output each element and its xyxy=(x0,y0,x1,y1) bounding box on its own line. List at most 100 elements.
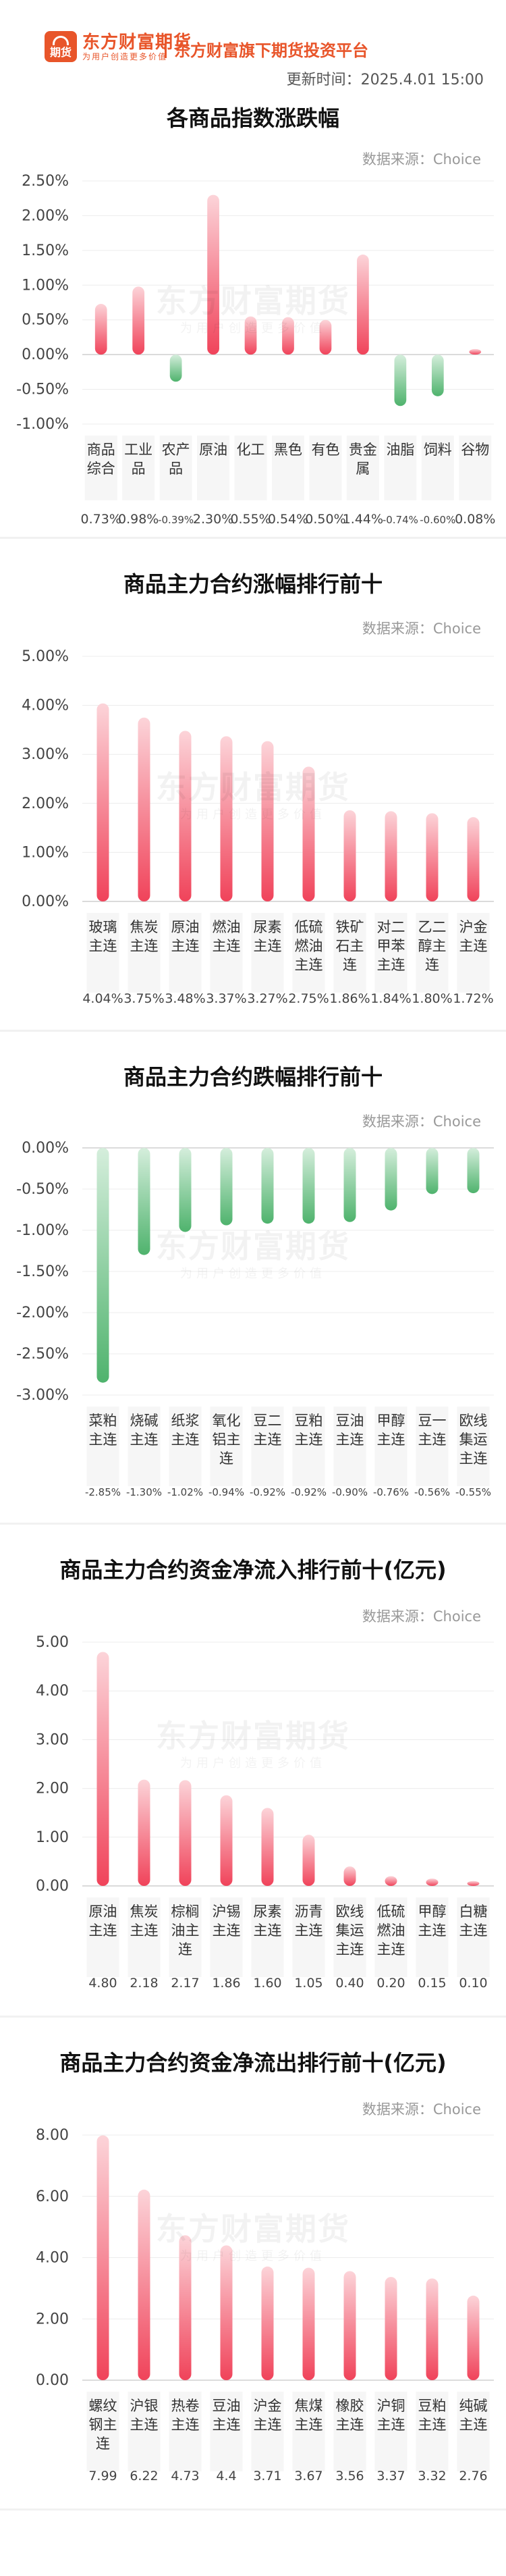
y-tick-label: 2.00% xyxy=(22,795,69,812)
x-tick-label: 尿素主连 xyxy=(254,1903,282,1939)
category-cell xyxy=(122,436,155,500)
y-tick-label: -2.50% xyxy=(16,1346,69,1363)
platform-slogan: 东方财富旗下期货投资平台 xyxy=(174,41,368,60)
x-tick-label: 纸浆主连 xyxy=(171,1413,200,1448)
category-cell xyxy=(292,1407,325,1486)
x-tick-label: 甲醇主连 xyxy=(377,1413,405,1448)
x-tick-label: 焦炭主连 xyxy=(130,1903,159,1939)
bar xyxy=(302,1835,315,1886)
bar xyxy=(169,354,182,382)
logo-name: 东方财富期货 xyxy=(82,32,192,53)
bar xyxy=(467,1881,480,1886)
chart-source: 数据来源：Choice xyxy=(362,2101,481,2118)
y-tick-label: 4.00 xyxy=(36,2250,69,2267)
bar xyxy=(302,1148,315,1224)
data-label: 0.08% xyxy=(455,512,495,527)
x-tick-label: 焦炭主连 xyxy=(130,919,159,954)
y-tick-label: 0.00% xyxy=(22,1140,69,1157)
x-tick-label: 原油 xyxy=(199,442,227,458)
y-tick-label: -0.50% xyxy=(16,1181,69,1198)
x-tick-label: 豆油主连 xyxy=(213,2398,241,2433)
bar xyxy=(385,1148,397,1211)
bar xyxy=(394,354,407,406)
data-label: 3.37% xyxy=(206,991,246,1006)
data-label: 1.05 xyxy=(294,1976,322,1991)
category-cell xyxy=(86,1897,119,1977)
x-tick-label: 烧碱主连 xyxy=(130,1413,159,1448)
bar-chart-5: 8.00 6.00 4.00 2.00 0.00 螺纹钢主连 7.99 沪银主连 6.22 热卷主… xyxy=(36,2127,494,2483)
bar xyxy=(385,1876,397,1886)
bar xyxy=(343,1148,356,1222)
category-cell xyxy=(457,1407,490,1486)
y-tick-label: 1.00% xyxy=(22,277,69,294)
category-cell xyxy=(384,436,417,500)
data-label: 3.71 xyxy=(253,2469,281,2483)
y-tick-label: 4.00 xyxy=(36,1683,69,1700)
y-tick-label: 0.50% xyxy=(22,312,69,329)
x-tick-label: 甲醇主连 xyxy=(418,1903,447,1939)
data-label: -0.60% xyxy=(420,514,455,526)
section-divider xyxy=(0,1523,506,1525)
x-tick-label: 沪金主连 xyxy=(459,919,488,954)
y-tick-label: 1.00% xyxy=(22,844,69,861)
data-label: -1.02% xyxy=(167,1486,203,1498)
logo-icon: 期货 xyxy=(45,31,77,62)
bar xyxy=(179,1780,192,1886)
y-tick-label: 2.50% xyxy=(22,173,69,190)
category-cell xyxy=(128,2392,161,2471)
category-cell xyxy=(86,1407,119,1486)
x-tick-label: 沪金主连 xyxy=(254,2398,282,2433)
data-label: -0.76% xyxy=(373,1486,409,1498)
category-cell xyxy=(251,1897,284,1977)
x-tick-label: 沪锡主连 xyxy=(213,1903,241,1939)
category-cell xyxy=(333,1407,366,1486)
bar xyxy=(426,1878,439,1886)
x-tick-label: 商品综合 xyxy=(87,442,115,477)
category-cell xyxy=(251,2392,284,2471)
data-label: 1.86% xyxy=(329,991,370,1006)
data-label: 4.80 xyxy=(88,1976,117,1991)
chart-source: 数据来源：Choice xyxy=(362,151,481,167)
bar xyxy=(138,1779,150,1886)
x-tick-label: 欧线集运主连 xyxy=(336,1903,364,1957)
category-cell xyxy=(457,1897,490,1977)
category-cell xyxy=(197,436,230,500)
category-cell xyxy=(251,913,284,993)
x-tick-label: 工业品 xyxy=(124,442,152,477)
x-tick-label: 豆一主连 xyxy=(418,1413,447,1448)
data-label: 2.18 xyxy=(130,1976,158,1991)
category-cell xyxy=(251,1407,284,1486)
bar xyxy=(207,194,219,355)
data-label: -0.39% xyxy=(158,514,194,526)
y-tick-label: 8.00 xyxy=(36,2127,69,2144)
category-cell xyxy=(210,1897,243,1977)
data-label: 6.22 xyxy=(130,2469,158,2483)
bar xyxy=(220,1148,233,1226)
bar xyxy=(426,813,439,901)
x-tick-label: 原油主连 xyxy=(89,1903,117,1939)
y-tick-label: -2.00% xyxy=(16,1305,69,1321)
bar xyxy=(319,319,332,355)
bar xyxy=(96,703,109,901)
category-cell xyxy=(86,2392,119,2471)
category-cell xyxy=(333,913,366,993)
section-divider xyxy=(0,537,506,539)
category-cell xyxy=(210,1407,243,1486)
y-tick-label: 0.00 xyxy=(36,1878,69,1895)
x-tick-label: 玻璃主连 xyxy=(89,919,117,954)
bar xyxy=(385,2277,397,2380)
category-cell xyxy=(346,436,379,500)
x-tick-label: 氧化铝主连 xyxy=(213,1413,241,1467)
x-tick-label: 有色 xyxy=(311,442,339,458)
x-tick-label: 油脂 xyxy=(386,442,414,458)
data-label: 3.37 xyxy=(376,2469,405,2483)
bar xyxy=(302,766,315,901)
bar xyxy=(220,736,233,901)
bar xyxy=(357,255,369,355)
y-tick-label: -1.00% xyxy=(16,416,69,433)
x-tick-label: 欧线集运主连 xyxy=(459,1413,488,1467)
bar xyxy=(261,741,274,901)
data-label: 1.86 xyxy=(212,1976,240,1991)
category-cell xyxy=(416,2392,449,2471)
x-tick-label: 纯碱主连 xyxy=(459,2398,488,2433)
